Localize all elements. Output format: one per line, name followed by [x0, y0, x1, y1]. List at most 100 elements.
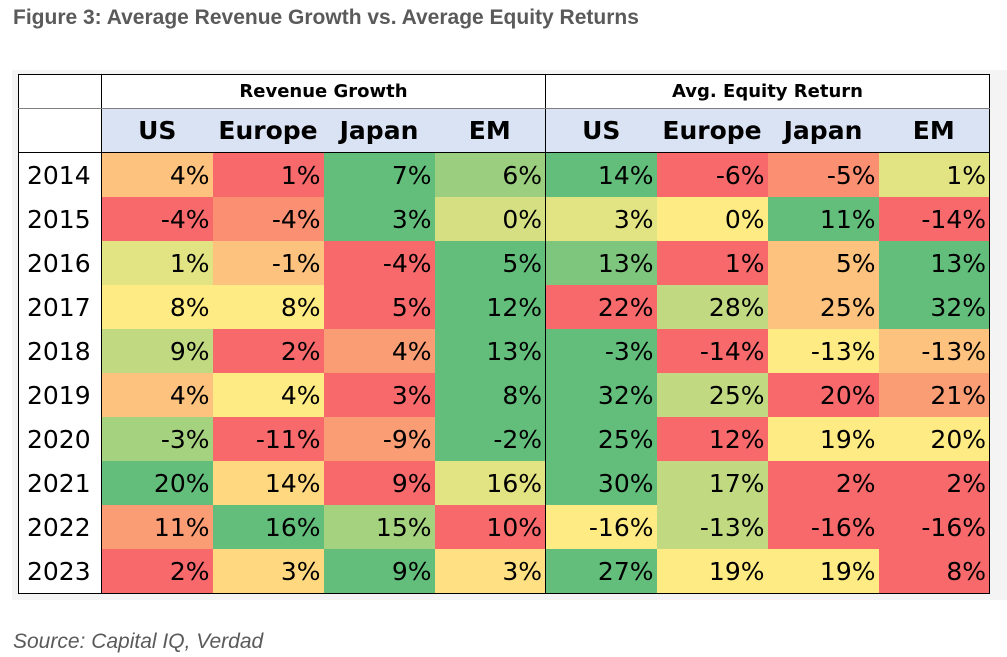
- table-cell: 11%: [101, 505, 213, 549]
- table-cell: 9%: [101, 329, 213, 373]
- table-row: 2015 -4% -4% 3% 0% 3% 0% 11% -14%: [18, 197, 990, 241]
- table-row: 2020 -3% -11% -9% -2% 25% 12% 19% 20%: [18, 417, 990, 461]
- table-row: 2023 2% 3% 9% 3% 27% 19% 19% 8%: [18, 549, 990, 594]
- table-cell: 5%: [434, 241, 546, 285]
- table-cell: 2%: [212, 329, 324, 373]
- table-cell: 4%: [101, 373, 213, 417]
- row-year-label: 2015: [18, 197, 102, 241]
- table-cell: 28%: [656, 285, 768, 329]
- table-cell: -1%: [212, 241, 324, 285]
- table-cell: 22%: [545, 285, 657, 329]
- table-cell: -3%: [545, 329, 657, 373]
- table-cell: -16%: [767, 505, 879, 549]
- table-cell: -13%: [767, 329, 879, 373]
- row-year-label: 2021: [18, 461, 102, 505]
- table-cell: 4%: [101, 152, 213, 197]
- table-cell: 1%: [212, 152, 324, 197]
- table-cell: -5%: [767, 152, 879, 197]
- table-cell: 3%: [434, 549, 546, 594]
- table-row: 2017 8% 8% 5% 12% 22% 28% 25% 32%: [18, 285, 990, 329]
- table-cell: 10%: [434, 505, 546, 549]
- table-cell: 13%: [545, 241, 657, 285]
- table-cell: 3%: [212, 549, 324, 594]
- table-cell: 15%: [323, 505, 435, 549]
- table-cell: 5%: [767, 241, 879, 285]
- table-row: 2022 11% 16% 15% 10% -16% -13% -16% -16%: [18, 505, 990, 549]
- table-cell: 30%: [545, 461, 657, 505]
- table-cell: -11%: [212, 417, 324, 461]
- table-row: 2021 20% 14% 9% 16% 30% 17% 2% 2%: [18, 461, 990, 505]
- table-cell: 20%: [767, 373, 879, 417]
- corner-cell: [18, 74, 102, 109]
- table-cell: 7%: [323, 152, 435, 197]
- table-cell: -13%: [878, 329, 990, 373]
- table-cell: 32%: [878, 285, 990, 329]
- table-cell: 19%: [767, 549, 879, 594]
- table-cell: 14%: [212, 461, 324, 505]
- corner-cell: [18, 108, 102, 153]
- table-cell: 19%: [656, 549, 768, 594]
- table-cell: 20%: [878, 417, 990, 461]
- table-cell: -6%: [656, 152, 768, 197]
- table-cell: 8%: [101, 285, 213, 329]
- row-year-label: 2023: [18, 549, 102, 594]
- col-header-eq-us: US: [545, 108, 657, 153]
- table-cell: 27%: [545, 549, 657, 594]
- source-note: Source: Capital IQ, Verdad: [13, 630, 264, 653]
- table-cell: 9%: [323, 549, 435, 594]
- table-cell: -14%: [878, 197, 990, 241]
- table-cell: 1%: [101, 241, 213, 285]
- table-cell: 5%: [323, 285, 435, 329]
- col-header-eq-japan: Japan: [767, 108, 879, 153]
- table-cell: 3%: [323, 373, 435, 417]
- table-cell: 4%: [323, 329, 435, 373]
- table-cell: 2%: [878, 461, 990, 505]
- col-header-rev-us: US: [101, 108, 213, 153]
- group-header-equity-return: Avg. Equity Return: [545, 74, 990, 109]
- table-cell: 1%: [878, 152, 990, 197]
- table-cell: 12%: [656, 417, 768, 461]
- row-year-label: 2016: [18, 241, 102, 285]
- table-cell: 8%: [212, 285, 324, 329]
- table-cell: -4%: [212, 197, 324, 241]
- table-cell: -4%: [323, 241, 435, 285]
- table-cell: 4%: [212, 373, 324, 417]
- table-cell: 12%: [434, 285, 546, 329]
- table-cell: -16%: [545, 505, 657, 549]
- col-header-rev-japan: Japan: [323, 108, 435, 153]
- table-cell: 3%: [323, 197, 435, 241]
- table-cell: -16%: [878, 505, 990, 549]
- table-cell: 9%: [323, 461, 435, 505]
- table-cell: -13%: [656, 505, 768, 549]
- table-cell: 21%: [878, 373, 990, 417]
- table-cell: -9%: [323, 417, 435, 461]
- table-row: 2014 4% 1% 7% 6% 14% -6% -5% 1%: [18, 152, 990, 197]
- row-year-label: 2022: [18, 505, 102, 549]
- table-cell: -3%: [101, 417, 213, 461]
- col-header-eq-em: EM: [878, 108, 990, 153]
- table-cell: 0%: [656, 197, 768, 241]
- heatmap-body: Revenue Growth Avg. Equity Return US Eur…: [18, 74, 990, 594]
- table-cell: 8%: [878, 549, 990, 594]
- group-header-revenue-growth: Revenue Growth: [101, 74, 546, 109]
- table-row: 2019 4% 4% 3% 8% 32% 25% 20% 21%: [18, 373, 990, 417]
- figure-title: Figure 3: Average Revenue Growth vs. Ave…: [13, 6, 639, 29]
- row-year-label: 2014: [18, 152, 102, 197]
- table-row: 2016 1% -1% -4% 5% 13% 1% 5% 13%: [18, 241, 990, 285]
- group-header-row: Revenue Growth Avg. Equity Return: [18, 74, 990, 109]
- table-cell: 16%: [212, 505, 324, 549]
- table-cell: 19%: [767, 417, 879, 461]
- table-cell: 2%: [767, 461, 879, 505]
- table-cell: -4%: [101, 197, 213, 241]
- table-cell: 25%: [767, 285, 879, 329]
- table-cell: 2%: [101, 549, 213, 594]
- table-cell: 25%: [656, 373, 768, 417]
- table-row: 2018 9% 2% 4% 13% -3% -14% -13% -13%: [18, 329, 990, 373]
- table-cell: 13%: [878, 241, 990, 285]
- table-cell: -2%: [434, 417, 546, 461]
- heatmap-table: Revenue Growth Avg. Equity Return US Eur…: [18, 74, 990, 594]
- table-cell: 1%: [656, 241, 768, 285]
- row-year-label: 2018: [18, 329, 102, 373]
- table-cell: 13%: [434, 329, 546, 373]
- col-header-rev-em: EM: [434, 108, 546, 153]
